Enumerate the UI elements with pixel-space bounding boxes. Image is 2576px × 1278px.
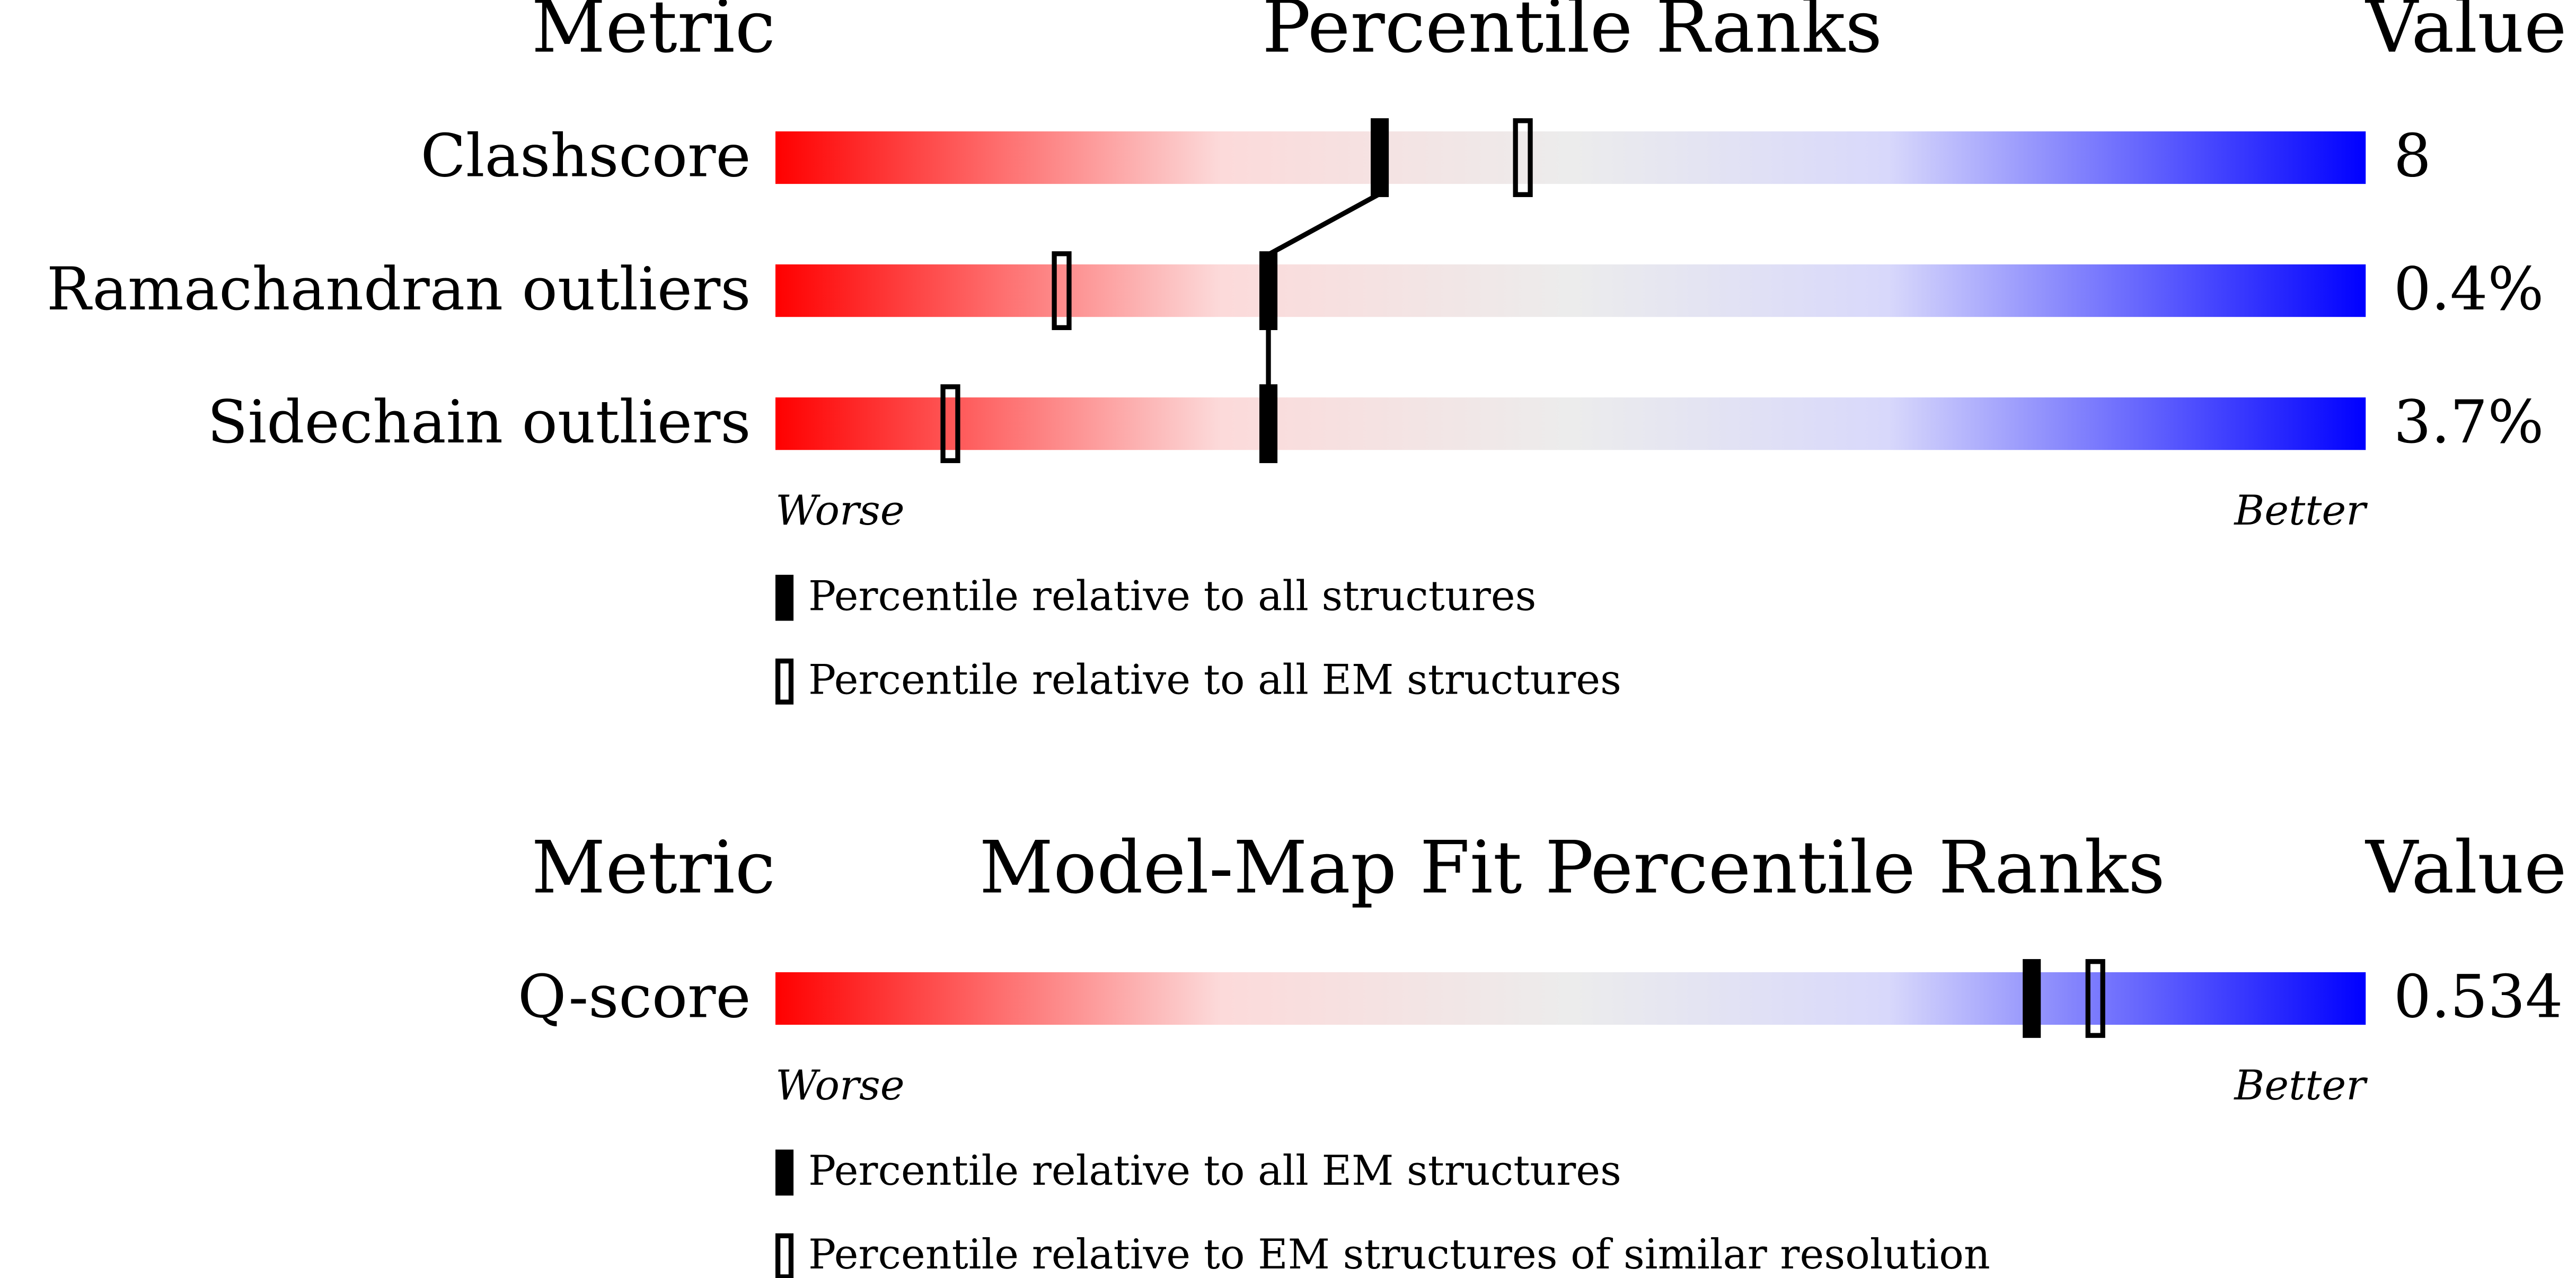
percentile-marker bbox=[1371, 118, 1389, 197]
metric-value: 3.7% bbox=[2394, 388, 2544, 457]
percentile-marker bbox=[2085, 959, 2105, 1038]
legend-label: Percentile relative to EM structures of … bbox=[808, 1231, 1990, 1278]
percentile-marker bbox=[1259, 251, 1278, 330]
connector-line bbox=[1266, 191, 1381, 388]
percentile-marker bbox=[2023, 959, 2041, 1038]
metric-value: 8 bbox=[2394, 122, 2431, 191]
value-header: Value bbox=[2365, 0, 2566, 69]
legend-label: Percentile relative to all structures bbox=[808, 572, 1536, 620]
low-label: Worse bbox=[775, 487, 905, 535]
legend-label: Percentile relative to all EM structures bbox=[808, 1147, 1621, 1195]
metric-label: Ramachandran outliers bbox=[47, 255, 751, 324]
chart-title: Percentile Ranks bbox=[1262, 0, 1882, 69]
percentile-marker bbox=[1259, 384, 1278, 464]
legend-swatch bbox=[775, 1149, 794, 1196]
percentile-marker bbox=[1052, 251, 1072, 330]
legend-swatch bbox=[775, 658, 794, 705]
metric-label: Q-score bbox=[518, 963, 751, 1032]
percentile-bar bbox=[775, 131, 2366, 184]
metric-label: Sidechain outliers bbox=[207, 388, 751, 457]
legend-label: Percentile relative to all EM structures bbox=[808, 656, 1621, 704]
chart-title: Model-Map Fit Percentile Ranks bbox=[980, 826, 2165, 910]
legend-swatch bbox=[775, 574, 794, 621]
metric-header: Metric bbox=[532, 0, 775, 69]
percentile-bar bbox=[775, 397, 2366, 450]
percentile-marker bbox=[1513, 118, 1533, 197]
high-label: Better bbox=[2233, 487, 2368, 535]
value-header: Value bbox=[2365, 826, 2566, 910]
low-label: Worse bbox=[775, 1062, 905, 1110]
high-label: Better bbox=[2233, 1062, 2368, 1110]
metric-value: 0.534 bbox=[2394, 963, 2563, 1032]
metric-header: Metric bbox=[532, 826, 775, 910]
metric-value: 0.4% bbox=[2394, 255, 2544, 324]
metric-label: Clashscore bbox=[420, 122, 751, 191]
legend-swatch bbox=[775, 1233, 794, 1278]
percentile-bar bbox=[775, 972, 2366, 1025]
percentile-bar bbox=[775, 264, 2366, 317]
percentile-marker bbox=[940, 384, 960, 464]
